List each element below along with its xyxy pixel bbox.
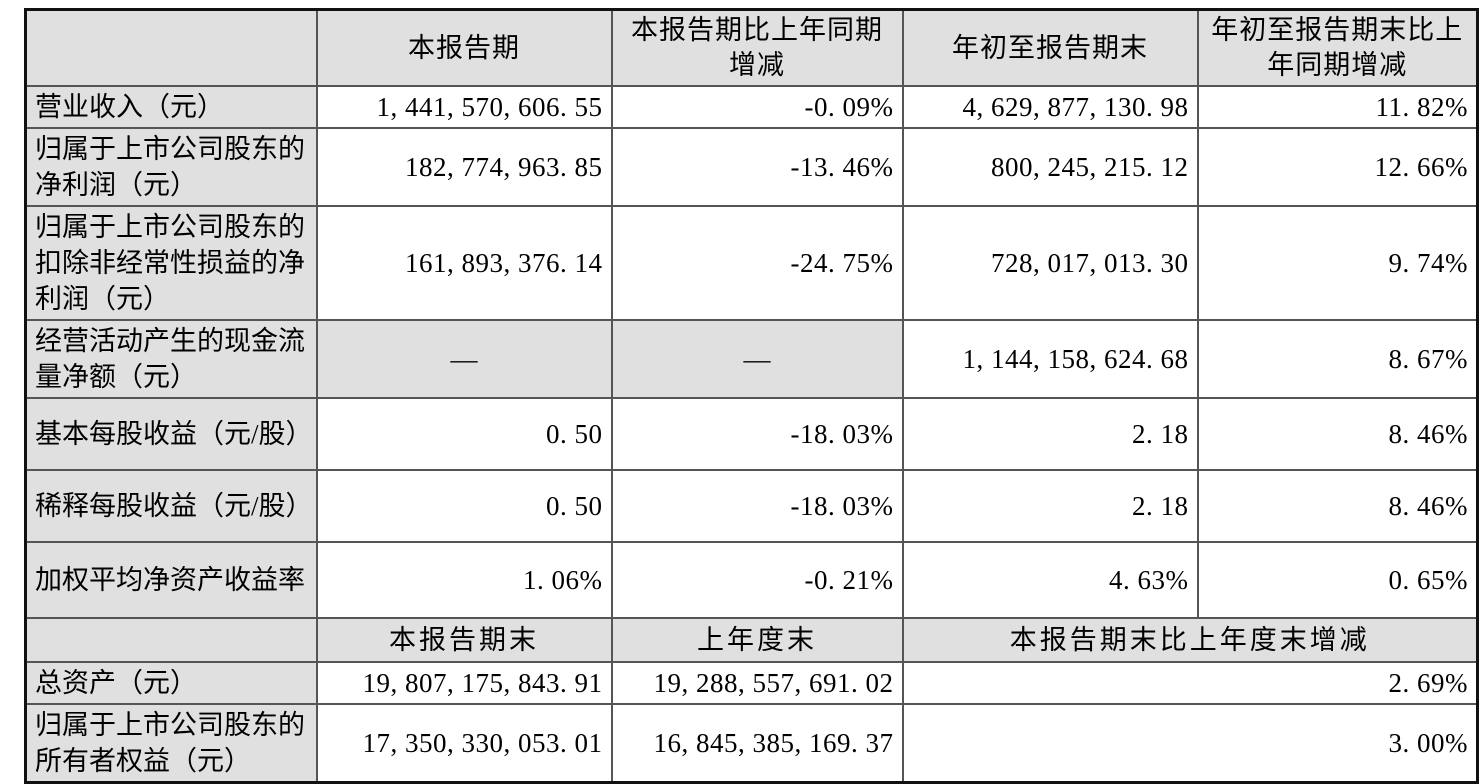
cell-net-profit-ytd-change: 12. 66% <box>1196 127 1479 207</box>
cell-basic-eps-current: 0. 50 <box>315 397 613 471</box>
row-label-total-assets: 总资产（元） <box>24 661 318 705</box>
cell-basic-eps-ytd-change: 8. 46% <box>1196 397 1479 471</box>
cell-total-assets-prior-year-end: 19, 288, 557, 691. 02 <box>610 661 904 705</box>
row-label-deducted-net-profit: 归属于上市公司股东的扣除非经常性损益的净利润（元） <box>24 205 318 321</box>
financial-report-sheet: 本报告期 本报告期比上年同期增减 年初至报告期末 年初至报告期末比上年同期增减 … <box>24 8 1479 784</box>
cell-net-profit-ytd: 800, 245, 215. 12 <box>901 127 1199 207</box>
financial-summary-table: 本报告期 本报告期比上年同期增减 年初至报告期末 年初至报告期末比上年同期增减 … <box>24 8 1479 784</box>
cell-revenue-ytd: 4, 629, 877, 130. 98 <box>901 85 1199 129</box>
cell-diluted-eps-ytd: 2. 18 <box>901 469 1199 543</box>
table-row-basic-eps: 基本每股收益（元/股） 0. 50 -18. 03% 2. 18 8. 46% <box>24 397 1479 471</box>
header-prior-year-end: 上年度末 <box>610 617 904 663</box>
cell-owners-equity-change: 3. 00% <box>901 703 1479 784</box>
table-row-owners-equity: 归属于上市公司股东的所有者权益（元） 17, 350, 330, 053. 01… <box>24 703 1479 784</box>
cell-weighted-avg-roe-current: 1. 06% <box>315 541 613 619</box>
cell-revenue-current-change: -0. 09% <box>610 85 904 129</box>
table-row-revenue: 营业收入（元） 1, 441, 570, 606. 55 -0. 09% 4, … <box>24 85 1479 129</box>
table-row-total-assets: 总资产（元） 19, 807, 175, 843. 91 19, 288, 55… <box>24 661 1479 705</box>
cell-deducted-net-profit-current: 161, 893, 376. 14 <box>315 205 613 321</box>
header-row-period: 本报告期 本报告期比上年同期增减 年初至报告期末 年初至报告期末比上年同期增减 <box>24 8 1479 87</box>
cell-revenue-current: 1, 441, 570, 606. 55 <box>315 85 613 129</box>
header-row-yearend: 本报告期末 上年度末 本报告期末比上年度末增减 <box>24 617 1479 663</box>
row-label-operating-cash-flow: 经营活动产生的现金流量净额（元） <box>24 319 318 399</box>
cell-operating-cash-flow-current-change-dash: — <box>610 319 904 399</box>
row-label-weighted-avg-roe: 加权平均净资产收益率 <box>24 541 318 619</box>
cell-deducted-net-profit-ytd: 728, 017, 013. 30 <box>901 205 1199 321</box>
header-ytd: 年初至报告期末 <box>901 8 1199 87</box>
cell-diluted-eps-ytd-change: 8. 46% <box>1196 469 1479 543</box>
cell-total-assets-change: 2. 69% <box>901 661 1479 705</box>
cell-diluted-eps-current-change: -18. 03% <box>610 469 904 543</box>
header-ytd-change: 年初至报告期末比上年同期增减 <box>1196 8 1479 87</box>
cell-net-profit-current: 182, 774, 963. 85 <box>315 127 613 207</box>
cell-deducted-net-profit-ytd-change: 9. 74% <box>1196 205 1479 321</box>
cell-net-profit-current-change: -13. 46% <box>610 127 904 207</box>
header-current-period-change: 本报告期比上年同期增减 <box>610 8 904 87</box>
header-blank-cell <box>24 8 318 87</box>
cell-revenue-ytd-change: 11. 82% <box>1196 85 1479 129</box>
table-row-operating-cash-flow: 经营活动产生的现金流量净额（元） — — 1, 144, 158, 624. 6… <box>24 319 1479 399</box>
cell-total-assets-period-end: 19, 807, 175, 843. 91 <box>315 661 613 705</box>
cell-owners-equity-period-end: 17, 350, 330, 053. 01 <box>315 703 613 784</box>
table-row-weighted-avg-roe: 加权平均净资产收益率 1. 06% -0. 21% 4. 63% 0. 65% <box>24 541 1479 619</box>
row-label-basic-eps: 基本每股收益（元/股） <box>24 397 318 471</box>
table-row-deducted-net-profit: 归属于上市公司股东的扣除非经常性损益的净利润（元） 161, 893, 376.… <box>24 205 1479 321</box>
cell-weighted-avg-roe-ytd: 4. 63% <box>901 541 1199 619</box>
cell-weighted-avg-roe-ytd-change: 0. 65% <box>1196 541 1479 619</box>
cell-operating-cash-flow-ytd: 1, 144, 158, 624. 68 <box>901 319 1199 399</box>
cell-diluted-eps-current: 0. 50 <box>315 469 613 543</box>
header2-blank-cell <box>24 617 318 663</box>
row-label-owners-equity: 归属于上市公司股东的所有者权益（元） <box>24 703 318 784</box>
table-row-diluted-eps: 稀释每股收益（元/股） 0. 50 -18. 03% 2. 18 8. 46% <box>24 469 1479 543</box>
row-label-diluted-eps: 稀释每股收益（元/股） <box>24 469 318 543</box>
header-period-end: 本报告期末 <box>315 617 613 663</box>
header-current-period: 本报告期 <box>315 8 613 87</box>
cell-operating-cash-flow-ytd-change: 8. 67% <box>1196 319 1479 399</box>
row-label-net-profit: 归属于上市公司股东的净利润（元） <box>24 127 318 207</box>
table-row-net-profit: 归属于上市公司股东的净利润（元） 182, 774, 963. 85 -13. … <box>24 127 1479 207</box>
cell-deducted-net-profit-current-change: -24. 75% <box>610 205 904 321</box>
header-period-end-change: 本报告期末比上年度末增减 <box>901 617 1479 663</box>
cell-basic-eps-current-change: -18. 03% <box>610 397 904 471</box>
cell-weighted-avg-roe-current-change: -0. 21% <box>610 541 904 619</box>
cell-operating-cash-flow-current-dash: — <box>315 319 613 399</box>
row-label-revenue: 营业收入（元） <box>24 85 318 129</box>
cell-owners-equity-prior-year-end: 16, 845, 385, 169. 37 <box>610 703 904 784</box>
cell-basic-eps-ytd: 2. 18 <box>901 397 1199 471</box>
